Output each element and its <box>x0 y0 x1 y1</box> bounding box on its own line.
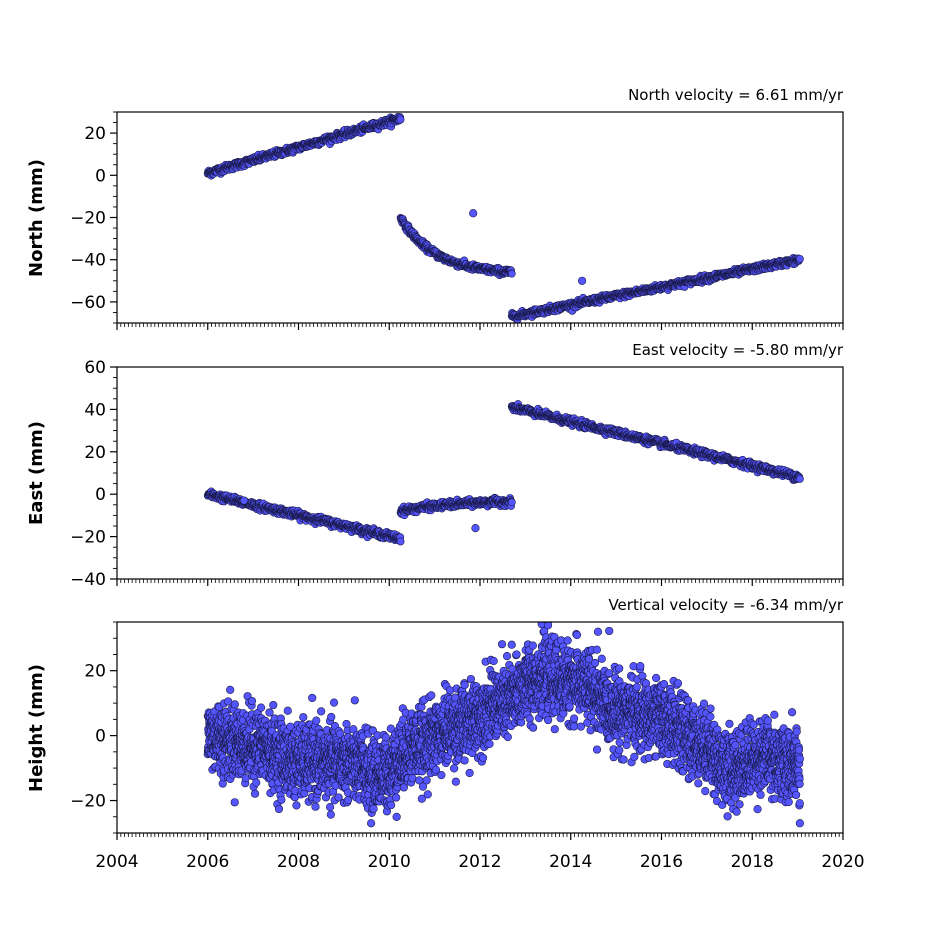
north-y-axis-label: North (mm) <box>26 159 47 277</box>
east-data-point <box>396 537 405 546</box>
height-data-point <box>329 698 339 707</box>
north-data-point <box>577 276 587 285</box>
north-points <box>203 113 804 323</box>
height-data-point <box>230 700 239 709</box>
height-data-point <box>327 712 336 722</box>
north-data-point <box>396 115 405 124</box>
east-data-point <box>471 524 480 533</box>
north-data-point <box>469 209 478 218</box>
height-data-point <box>308 693 317 703</box>
east-y-tick-label: 20 <box>84 443 106 463</box>
north-y-tick-label: −40 <box>70 251 106 271</box>
height-data-point <box>326 802 335 812</box>
height-data-point <box>317 707 326 716</box>
height-data-point <box>252 778 261 787</box>
height-data-point <box>247 696 257 706</box>
height-data-point <box>292 801 301 810</box>
north-velocity-annotation: North velocity = 6.61 mm/yr <box>628 86 844 104</box>
height-data-point <box>299 713 308 722</box>
north-y-tick-label: 20 <box>84 124 106 144</box>
height-data-point <box>250 789 260 798</box>
east-y-tick-label: −20 <box>70 528 106 548</box>
height-data-point <box>312 716 321 725</box>
east-y-tick-label: 0 <box>95 485 106 505</box>
height-data-point <box>342 719 351 729</box>
height-data-point <box>274 804 284 814</box>
east-y-tick-label: 60 <box>84 358 106 378</box>
height-data-point <box>230 798 239 807</box>
north-data-point <box>795 254 804 263</box>
east-y-tick-label: 40 <box>84 400 106 420</box>
height-data-point <box>269 700 278 710</box>
north-panel: 20 0 −20 −40 −60 North velocity = 6.61 mm/yr… <box>26 86 844 330</box>
north-data-point <box>507 269 516 278</box>
height-data-point <box>326 810 335 819</box>
height-data-point <box>343 796 353 805</box>
height-data-point <box>265 708 274 717</box>
north-y-tick-label: 0 <box>95 166 106 186</box>
east-y-tick-label: −40 <box>70 570 106 590</box>
height-data-point <box>256 703 266 712</box>
north-y-tick-label: −60 <box>70 293 106 313</box>
height-data-point <box>283 706 292 715</box>
east-velocity-annotation: East velocity = -5.80 mm/yr <box>632 341 844 359</box>
east-y-axis-label: East (mm) <box>26 421 47 525</box>
east-data-point <box>507 498 516 507</box>
north-y-tick-label: −20 <box>70 209 106 229</box>
height-data-point <box>277 795 286 804</box>
height-data-point <box>226 685 235 694</box>
east-data-point <box>239 496 249 505</box>
east-data-point <box>795 475 804 483</box>
height-data-point <box>311 802 320 811</box>
